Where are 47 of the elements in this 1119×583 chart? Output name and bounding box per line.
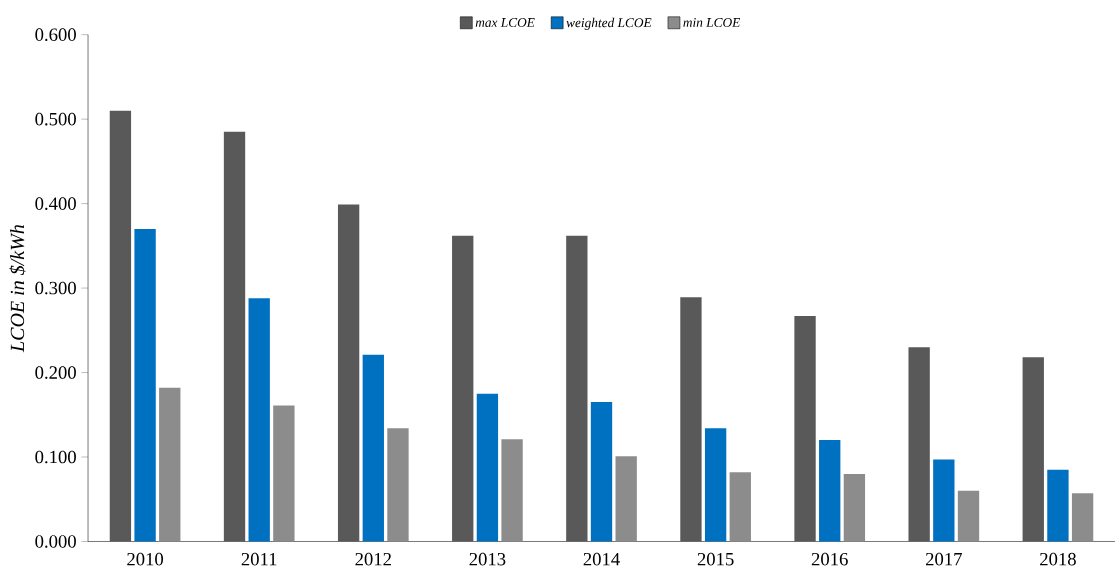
y-tick-label: 0.500	[35, 112, 76, 126]
legend-label: max LCOE	[475, 18, 535, 28]
bar	[109, 110, 132, 542]
x-tick-label: 2011	[241, 552, 277, 566]
bar	[1022, 357, 1044, 542]
y-tick-label: 0.600	[35, 28, 76, 42]
bar	[729, 472, 751, 542]
bar	[387, 428, 409, 542]
bar	[615, 456, 637, 542]
y-tick-label: 0.000	[35, 535, 76, 548]
x-tick-label: 2015	[697, 552, 734, 566]
bar	[704, 428, 727, 542]
bar	[1071, 493, 1094, 542]
bar	[223, 131, 246, 542]
bar	[273, 405, 295, 542]
y-tick-label: 0.200	[35, 366, 76, 379]
y-axis-title: LCOE in $/kWh	[9, 225, 26, 353]
y-tick-label: 0.100	[35, 450, 76, 464]
x-tick-label: 2010	[127, 552, 164, 566]
bar	[933, 459, 955, 542]
bar	[794, 316, 816, 542]
x-tick-label: 2018	[1040, 552, 1076, 566]
bar	[566, 235, 588, 542]
x-tick-label: 2013	[469, 552, 506, 566]
x-tick-label: 2017	[925, 552, 962, 566]
y-tick-label: 0.400	[35, 197, 76, 211]
bar	[476, 393, 499, 542]
bar	[957, 490, 980, 542]
bar	[843, 473, 866, 542]
bar	[680, 297, 702, 542]
x-tick-label: 2012	[355, 552, 391, 566]
x-tick-label: 2016	[811, 552, 848, 566]
bar	[362, 354, 384, 542]
bar	[819, 440, 841, 542]
bar	[248, 298, 270, 542]
bar	[337, 204, 360, 542]
bar	[501, 439, 523, 542]
y-tick-label: 0.300	[35, 281, 76, 295]
bar	[134, 229, 156, 542]
x-tick-label: 2014	[583, 552, 620, 566]
bar	[452, 235, 474, 542]
legend-label: weighted LCOE	[566, 17, 652, 30]
bar	[159, 387, 181, 542]
bar	[1047, 469, 1069, 542]
bar	[590, 402, 613, 542]
bar	[908, 347, 930, 542]
legend-label: min LCOE	[683, 18, 741, 28]
